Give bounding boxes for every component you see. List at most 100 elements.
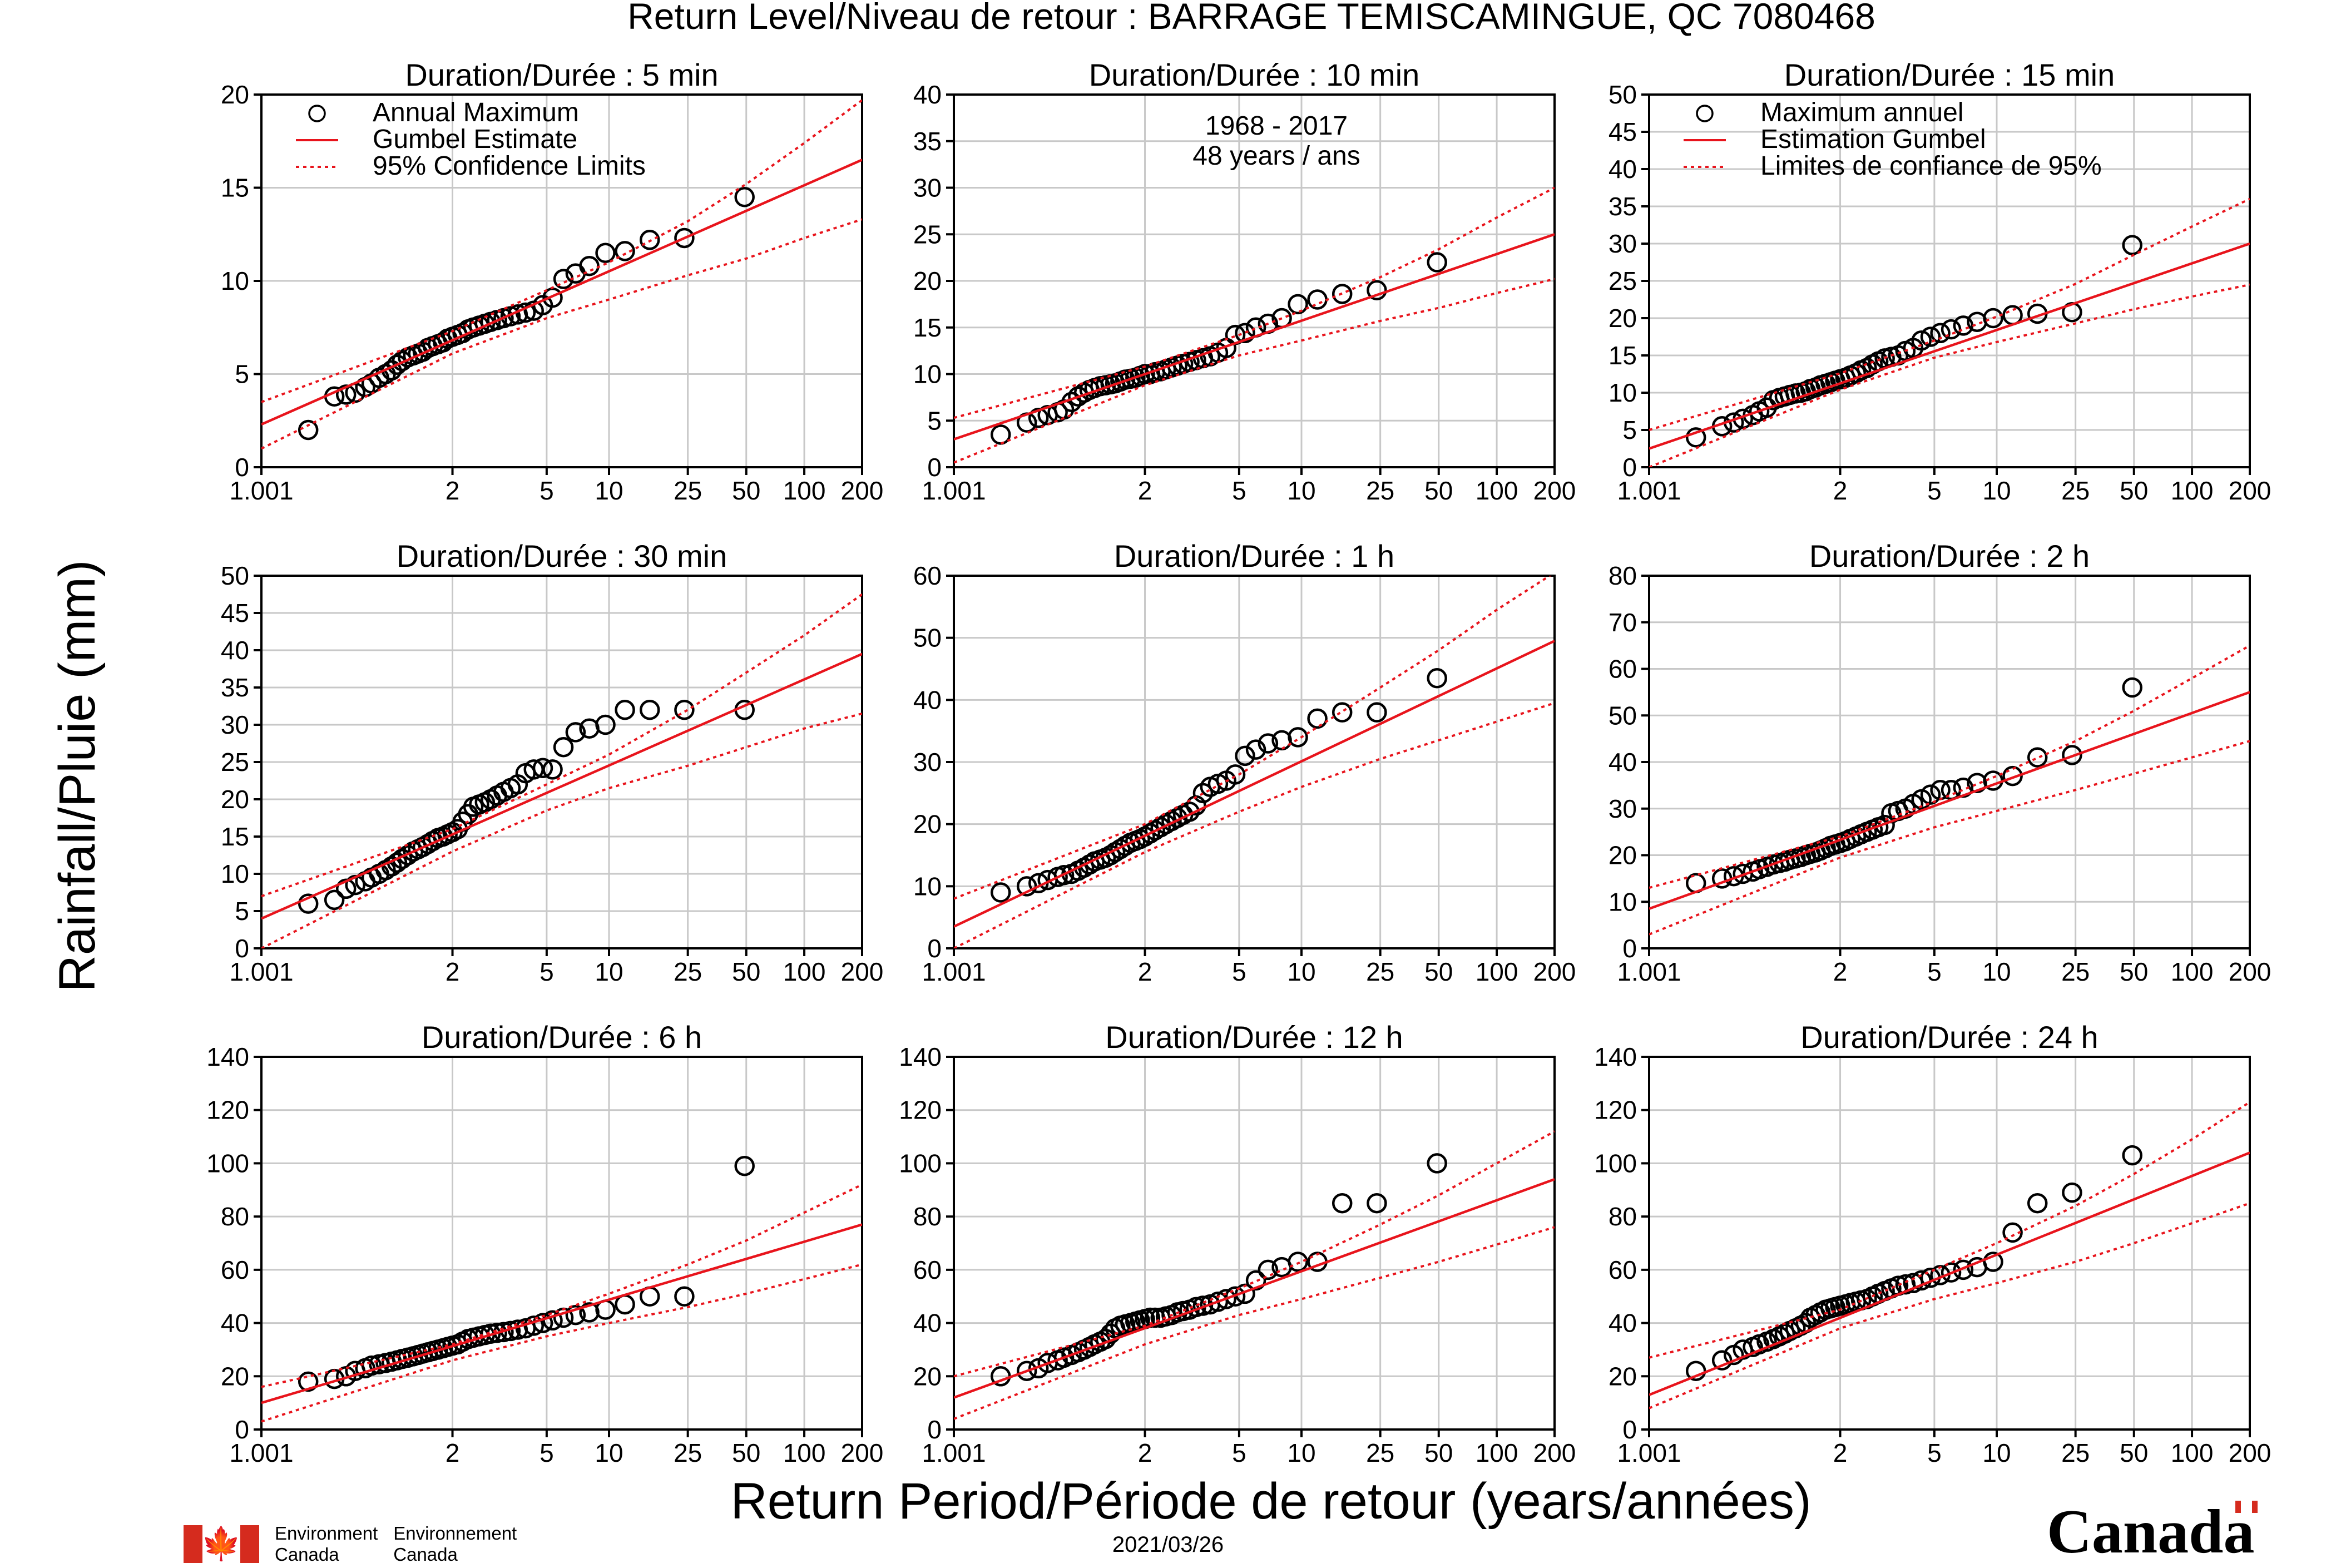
canada-wordmark-text: Canada [2047,1497,2255,1566]
panel-8: 1.001 2 5 10 25 50 100 200020406080100120140Dur… [899,1020,1576,1467]
panel-3-xtick-label-1: 2 [1833,476,1848,505]
panel-6-ytick-label-2: 20 [1609,841,1637,870]
panel-3-xtick-label-2: 5 [1927,476,1942,505]
panel-3-point-35 [1930,323,1951,344]
panel-3-xtick-label-4: 25 [2061,476,2090,505]
panel-8-point-39 [1288,1252,1308,1272]
panel-8-xtick-label-1: 2 [1138,1438,1152,1467]
panel-4-xtick-label-3: 10 [595,957,623,986]
panel-3-point-39 [1983,308,2003,329]
panel-6-ytick-label-5: 50 [1609,701,1637,730]
panel-1-point-2 [335,384,357,405]
panel-4-ytick-label-5: 25 [221,748,249,776]
panel-8-frame [953,1056,1556,1431]
panel-5-point-28 [1179,802,1200,822]
panel-7-point-40 [615,1294,635,1315]
panel-7-xtick-label-2: 5 [540,1438,554,1467]
panel-1-xtick-label-2: 5 [540,476,554,505]
panel-2-ytick-label-6: 30 [913,174,942,202]
panel-5-plot-area [954,576,1555,948]
panel-5-gumbel-line [954,640,1555,928]
panel-5: 1.001 2 5 10 25 50 100 2000102030405060Duration… [913,538,1576,986]
panel-8-ytick-label-1: 20 [913,1362,942,1391]
panel-3-ytick-label-2: 10 [1609,378,1637,407]
panel-9-ytick-label-2: 40 [1609,1309,1637,1338]
panel-4-xtick-label-0: 1.001 [229,957,293,986]
panel-5-ytick-label-0: 0 [927,934,942,963]
panel-7-xtick-label-6: 100 [783,1438,826,1467]
panel-4-ytick-label-6: 30 [221,710,249,739]
figure-title: Return Level/Niveau de retour : BARRAGE … [627,0,1875,37]
panel-6-point-43 [2122,677,2142,698]
panel-7-ytick-label-1: 20 [221,1362,249,1391]
panel-1-ytick-label-0: 0 [235,453,249,482]
panel-2-point-0 [990,424,1011,445]
panel-5-xtick-label-2: 5 [1232,957,1246,986]
panel-1-gumbel-line [261,159,862,426]
panel-2: 1.001 2 5 10 25 50 100 2000510152025303540Durat… [913,57,1576,505]
panel-2-ytick-label-0: 0 [927,453,942,482]
panel-7-upper-confidence-line [261,1183,862,1388]
panel-5-point-36 [1245,739,1266,760]
panel-8-point-1 [1016,1361,1037,1381]
panel-3-point-33 [1911,330,1932,351]
panel-2-upper-confidence-line [954,186,1555,419]
panel-6-xtick-label-4: 25 [2061,957,2090,986]
panel-5-title: Duration/Durée : 1 h [1114,538,1394,573]
panel-6-xtick-label-2: 5 [1927,957,1942,986]
panel-2-plot-area [954,186,1555,464]
panel-3-xtick-label-6: 100 [2171,476,2214,505]
panel-8-ytick-label-7: 140 [899,1042,942,1071]
panel-6-point-34 [1920,784,1941,805]
panel-3-title: Duration/Durée : 15 min [1784,57,2115,92]
panel-3-ytick-label-0: 0 [1622,453,1637,482]
panel-9-upper-confidence-line [1649,1101,2250,1359]
panel-9-point-37 [1953,1259,1974,1280]
panel-2-point-40 [1307,289,1328,310]
panel-4-point-36 [553,736,574,758]
panel-1-xtick-label-4: 25 [674,476,702,505]
panel-9-ytick-label-6: 120 [1594,1096,1637,1125]
panel-7-ytick-label-3: 60 [221,1255,249,1284]
panel-3-legend-label-2: Limites de confiance de 95% [1760,151,2102,181]
department-name-en-line1: Environment [275,1523,378,1544]
panel-1-xtick-label-1: 2 [446,476,460,505]
panel-8-plot-area [954,1130,1555,1420]
panel-4-ytick-label-8: 40 [221,636,249,665]
panel-1-legend-label-2: 95% Confidence Limits [373,151,646,181]
panel-8-xtick-label-4: 25 [1366,1438,1394,1467]
panel-8-title: Duration/Durée : 12 h [1105,1020,1403,1055]
panel-9-point-36 [1941,1262,1962,1283]
panel-7-xtick-label-3: 10 [595,1438,623,1467]
panel-9-point-43 [2122,1145,2142,1166]
panel-2-ytick-label-2: 10 [913,360,942,389]
x-axis-label: Return Period/Période de retour (years/a… [730,1473,1811,1530]
panel-2-point-35 [1235,323,1255,344]
panel-2-xtick-label-3: 10 [1287,476,1315,505]
panel-6-upper-confidence-line [1649,644,2250,889]
panel-7-gumbel-line [261,1223,862,1404]
panel-1-point-38 [579,255,600,276]
panel-8-xtick-label-5: 50 [1424,1438,1453,1467]
panel-1-plot-area [261,99,862,450]
panel-5-point-21 [1140,823,1161,844]
panel-5-xtick-label-1: 2 [1138,957,1152,986]
panel-8-point-33 [1216,1289,1236,1309]
panel-5-point-42 [1367,702,1387,723]
panel-5-xtick-label-5: 50 [1424,957,1453,986]
panel-6-plot-area [1649,644,2250,936]
panel-1-legend-marker-icon [308,105,326,122]
panel-9-gumbel-line [1649,1151,2250,1396]
panel-5-ytick-label-2: 20 [913,810,942,839]
panel-7-point-43 [734,1155,755,1176]
panel-9-xtick-label-0: 1.001 [1617,1438,1681,1467]
panel-6-point-36 [1941,780,1962,800]
panel-8-upper-confidence-line [954,1130,1555,1378]
panel-4-ytick-label-4: 20 [221,785,249,814]
panel-6-point-40 [2002,765,2023,787]
panel-4-title: Duration/Durée : 30 min [397,538,727,573]
panel-5-point-43 [1427,668,1447,689]
panel-2-ytick-label-4: 20 [913,266,942,295]
panel-9-point-40 [2002,1222,2023,1243]
